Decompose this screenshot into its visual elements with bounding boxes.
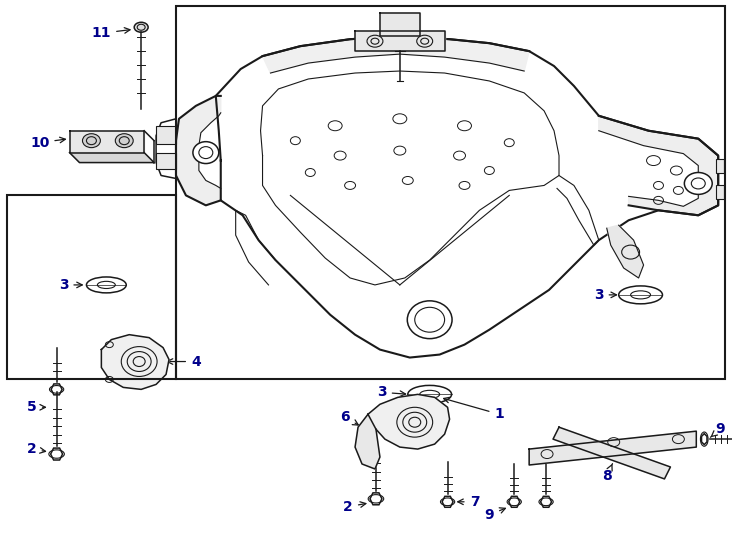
Polygon shape bbox=[355, 414, 380, 469]
Text: 8: 8 bbox=[602, 464, 612, 483]
Ellipse shape bbox=[407, 301, 452, 339]
Text: 3: 3 bbox=[59, 278, 82, 292]
Polygon shape bbox=[368, 394, 449, 449]
Text: 4: 4 bbox=[167, 355, 201, 368]
Polygon shape bbox=[101, 335, 169, 389]
Polygon shape bbox=[176, 96, 221, 205]
Bar bbox=[176, 6, 725, 380]
Ellipse shape bbox=[82, 134, 101, 147]
Text: 2: 2 bbox=[27, 442, 46, 456]
Polygon shape bbox=[599, 116, 718, 215]
Bar bbox=[156, 126, 176, 144]
Text: 5: 5 bbox=[27, 400, 37, 414]
Polygon shape bbox=[263, 36, 529, 73]
Text: 11: 11 bbox=[92, 26, 130, 40]
Text: 7: 7 bbox=[458, 495, 479, 509]
Text: 6: 6 bbox=[341, 410, 358, 425]
Ellipse shape bbox=[87, 277, 126, 293]
Ellipse shape bbox=[115, 134, 133, 147]
Text: 9: 9 bbox=[711, 422, 725, 437]
Ellipse shape bbox=[684, 172, 712, 194]
Bar bbox=[7, 195, 176, 380]
Text: 9: 9 bbox=[484, 508, 506, 522]
Text: 3: 3 bbox=[594, 288, 617, 302]
Polygon shape bbox=[607, 225, 644, 278]
Ellipse shape bbox=[408, 386, 451, 403]
Bar bbox=[716, 159, 724, 173]
Ellipse shape bbox=[619, 286, 663, 304]
Text: 1: 1 bbox=[443, 397, 504, 421]
Text: 2: 2 bbox=[344, 500, 366, 514]
Ellipse shape bbox=[134, 22, 148, 32]
Polygon shape bbox=[70, 153, 154, 163]
Text: 3: 3 bbox=[377, 386, 406, 400]
Bar bbox=[156, 153, 176, 168]
Polygon shape bbox=[70, 131, 144, 153]
Polygon shape bbox=[553, 427, 670, 479]
Bar bbox=[716, 185, 724, 199]
Polygon shape bbox=[380, 14, 420, 36]
Ellipse shape bbox=[193, 141, 219, 164]
Text: 10: 10 bbox=[30, 136, 65, 150]
Polygon shape bbox=[355, 31, 445, 51]
Polygon shape bbox=[529, 431, 697, 465]
